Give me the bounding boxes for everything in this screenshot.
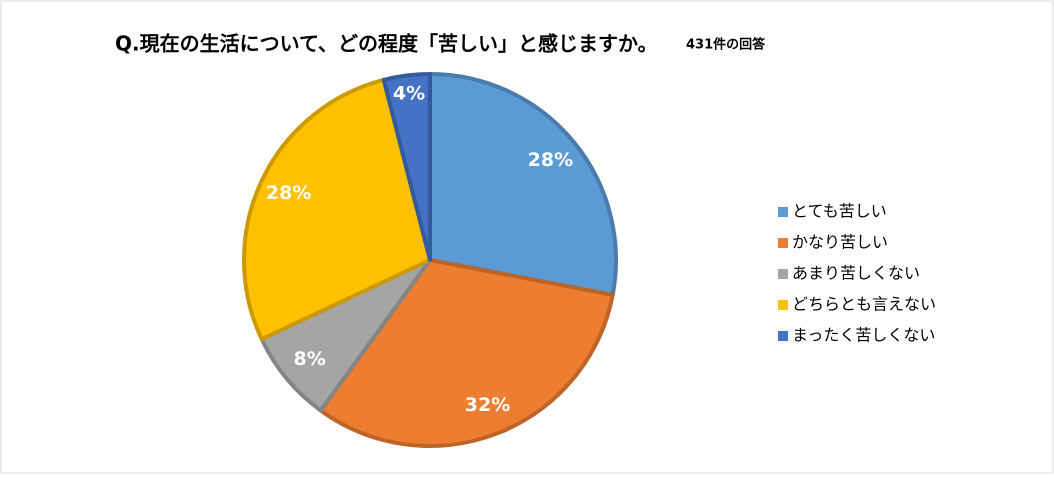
legend-label: かなり苦しい: [792, 233, 888, 252]
pie-slice: [242, 77, 432, 342]
chart-subtitle: 431件の回答: [686, 37, 766, 53]
legend-label: まったく苦しくない: [792, 326, 935, 345]
legend-swatch: [778, 331, 788, 341]
legend-swatch: [778, 269, 788, 279]
legend-swatch: [778, 238, 788, 248]
legend-label: あまり苦しくない: [792, 264, 920, 283]
pie-slice: [381, 72, 432, 262]
pie-slice: [318, 258, 615, 448]
data-label: 28%: [528, 149, 573, 171]
data-label: 8%: [293, 348, 325, 370]
legend-label: どちらとも言えない: [792, 295, 936, 314]
chart-title: Q.現在の生活について、どの程度「苦しい」と感じますか。: [115, 32, 658, 56]
data-label: 32%: [465, 394, 510, 416]
legend-swatch: [778, 207, 788, 217]
data-label: 28%: [266, 182, 311, 204]
pie-slice: [428, 72, 618, 297]
data-label: 4%: [393, 82, 425, 104]
legend-label: とても苦しい: [792, 202, 887, 221]
legend-swatch: [778, 300, 788, 310]
